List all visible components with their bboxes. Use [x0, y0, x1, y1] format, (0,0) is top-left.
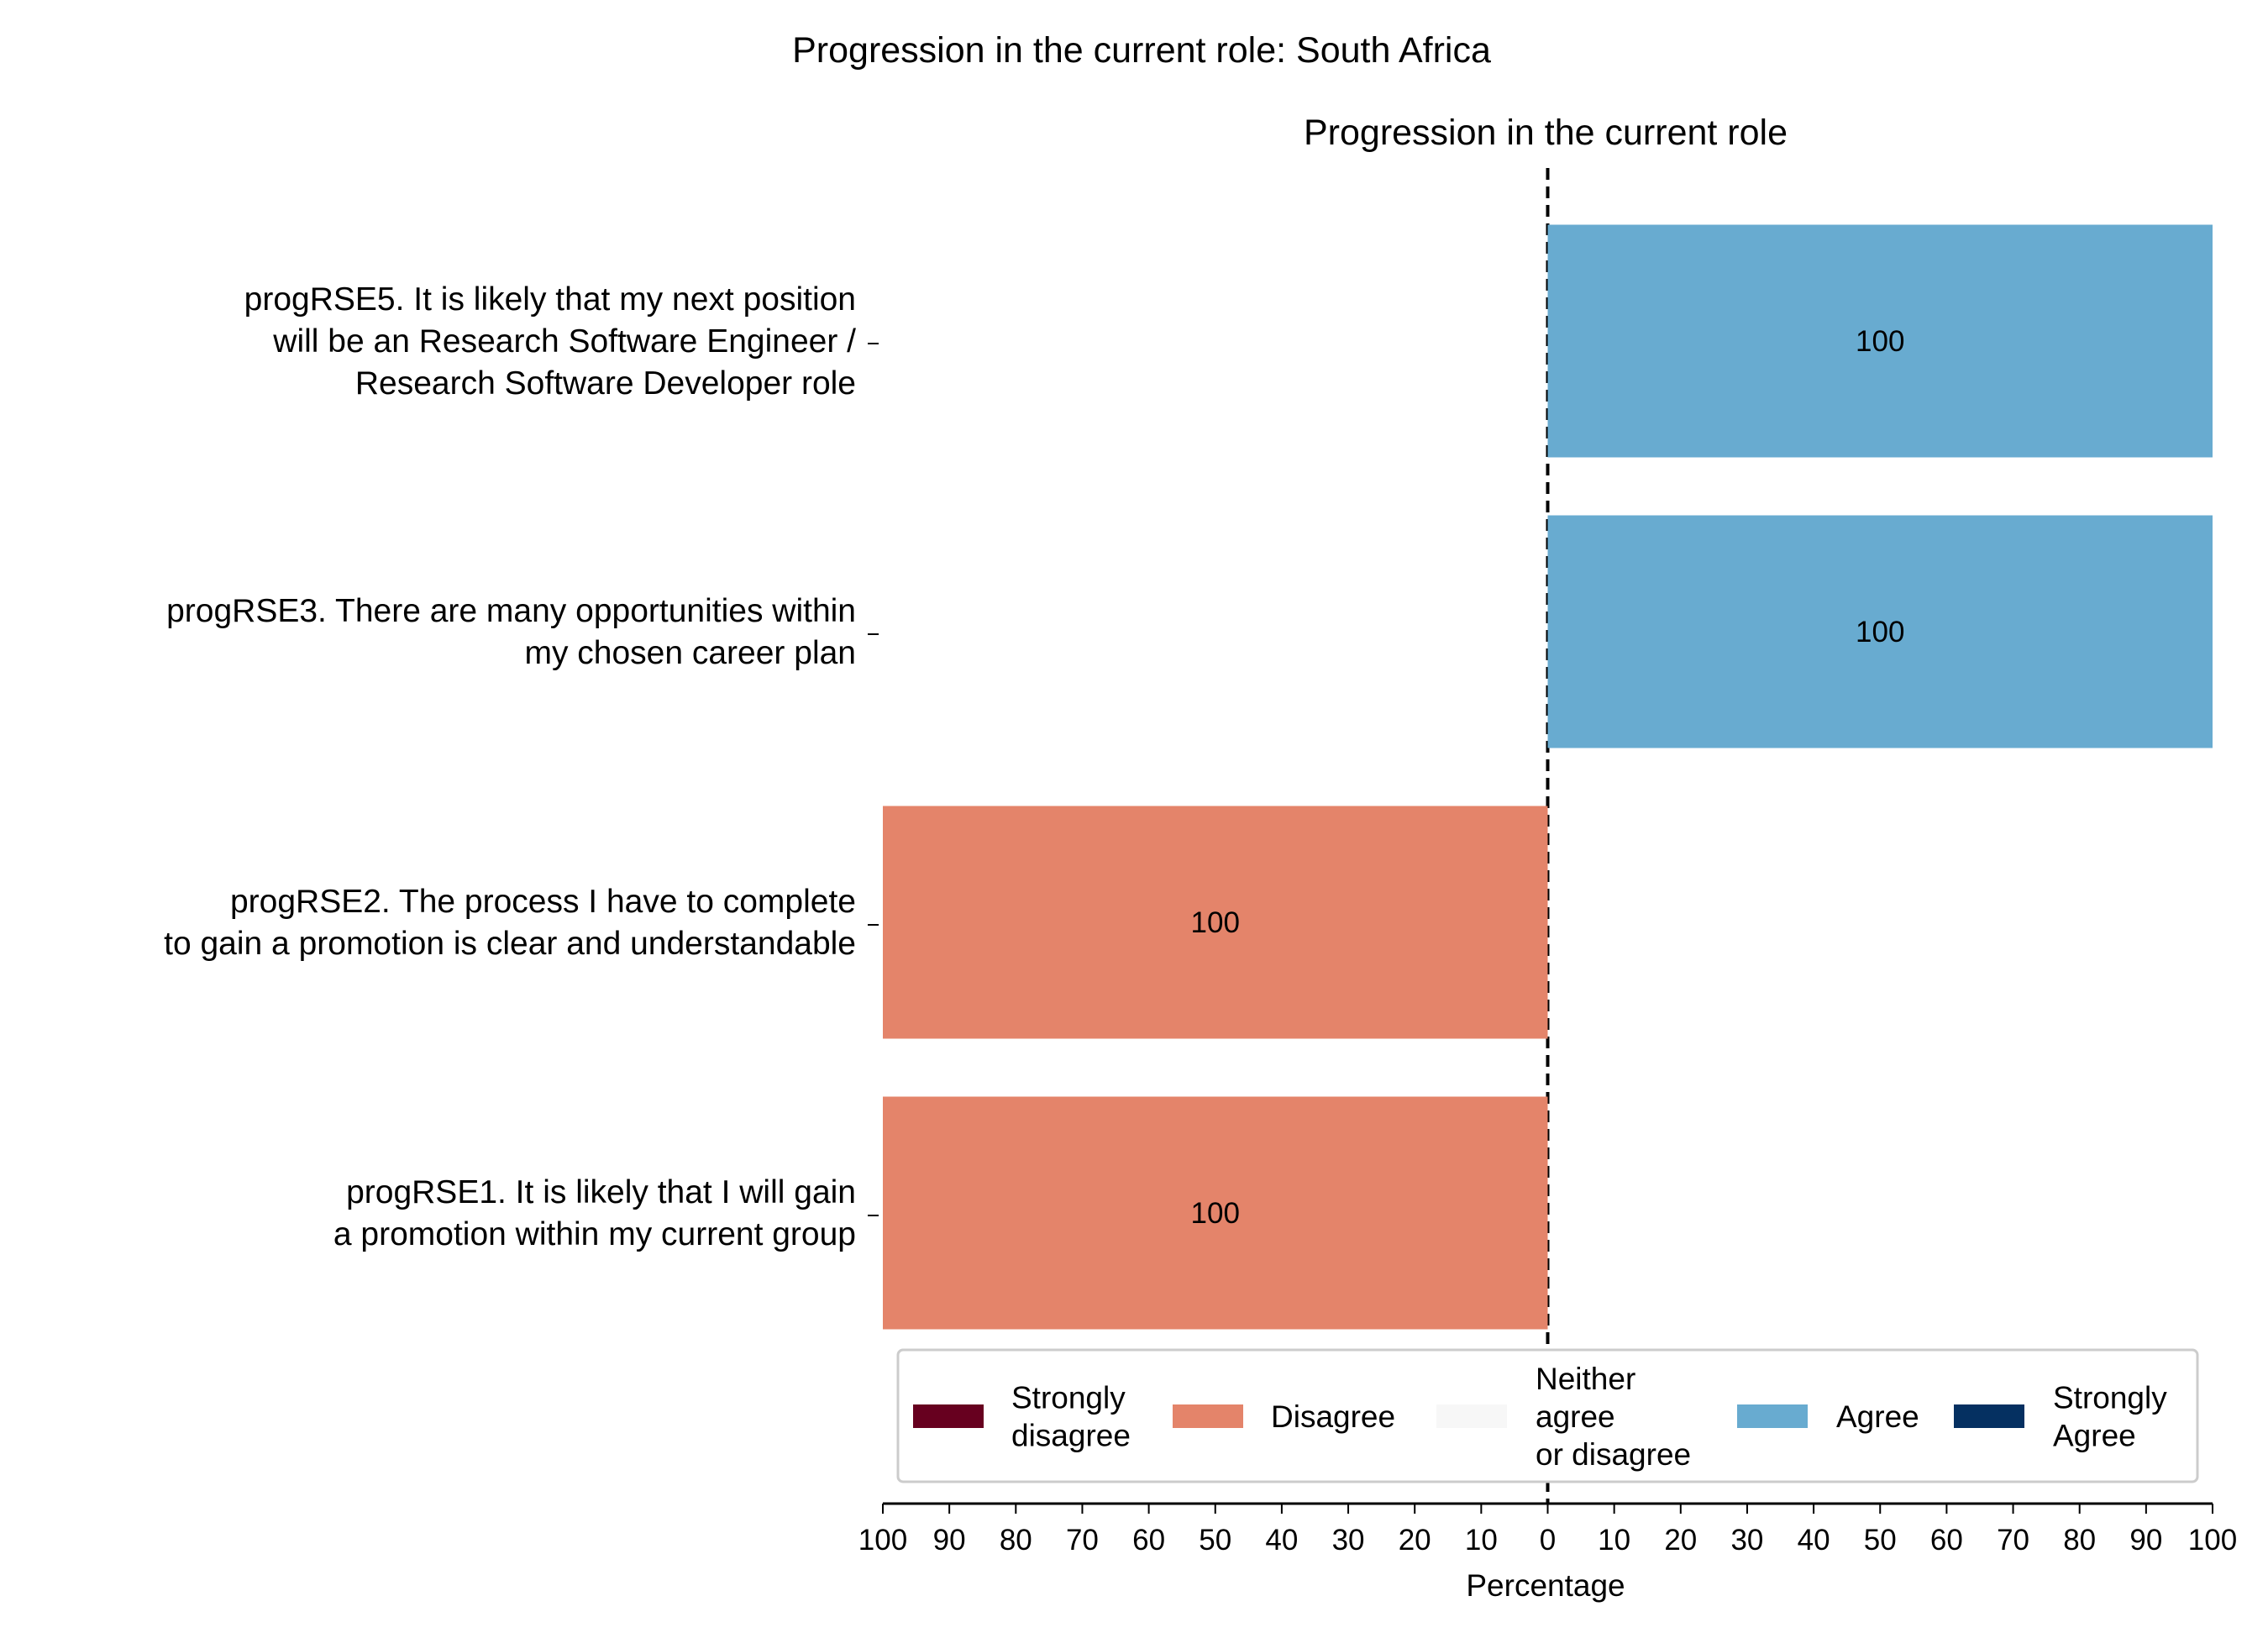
x-tick-label: 70: [1997, 1524, 2029, 1557]
y-category-label: Research Software Developer role: [355, 365, 856, 402]
legend-swatch-neither-agree-or-disagree: [1436, 1404, 1507, 1428]
x-tick-label: 30: [1730, 1524, 1763, 1557]
legend-label: disagree: [1011, 1419, 1131, 1453]
legend-box: [896, 1348, 2199, 1483]
legend-label: or disagree: [1536, 1437, 1691, 1472]
chart-title: Progression in the current role: [1304, 113, 1788, 153]
x-tick-label: 60: [1930, 1524, 1963, 1557]
legend-label: Disagree: [1271, 1399, 1395, 1434]
legend-label: Agree: [2053, 1419, 2136, 1453]
legend-label: Strongly: [2053, 1381, 2167, 1415]
y-category-label: to gain a promotion is clear and underst…: [164, 926, 856, 962]
y-category-label: progRSE2. The process I have to complete: [230, 884, 856, 920]
x-tick-label: 50: [1199, 1524, 1231, 1557]
x-tick-label: 20: [1399, 1524, 1431, 1557]
x-tick-label: 100: [858, 1524, 907, 1557]
x-tick-label: 60: [1132, 1524, 1165, 1557]
y-category-label: progRSE3. There are many opportunities w…: [166, 593, 856, 629]
bar-agree-0: [1547, 224, 2213, 458]
legend-swatch-strongly-disagree: [913, 1404, 984, 1428]
y-category-label: a promotion within my current group: [333, 1216, 856, 1252]
x-tick-label: 50: [1864, 1524, 1897, 1557]
bar-value-label: 100: [1191, 1197, 1240, 1230]
x-tick-label: 10: [1598, 1524, 1630, 1557]
x-tick-label: 10: [1465, 1524, 1498, 1557]
y-category-label: will be an Research Software Engineer /: [272, 323, 856, 360]
y-category-label: my chosen career plan: [524, 635, 856, 671]
bar-value-label: 100: [1856, 325, 1904, 358]
x-tick-label: 20: [1664, 1524, 1697, 1557]
x-tick-label: 80: [2063, 1524, 2096, 1557]
x-tick-label: 90: [933, 1524, 966, 1557]
bar-disagree-2: [883, 806, 1548, 1039]
chart-suptitle: Progression in the current role: South A…: [792, 30, 1491, 71]
x-tick-label: 40: [1265, 1524, 1298, 1557]
x-tick-label: 70: [1066, 1524, 1099, 1557]
x-tick-label: 90: [2129, 1524, 2162, 1557]
bar-value-label: 100: [1856, 616, 1904, 648]
legend-label: Agree: [1836, 1399, 1919, 1434]
legend-label: agree: [1536, 1399, 1615, 1434]
x-tick-label: 40: [1798, 1524, 1830, 1557]
bar-value-label: 100: [1191, 906, 1240, 939]
y-category-label: progRSE5. It is likely that my next posi…: [244, 281, 856, 318]
legend-label: Neither: [1536, 1362, 1635, 1396]
legend-swatch-strongly-agree: [1954, 1404, 2024, 1428]
x-tick-label: 100: [2188, 1524, 2237, 1557]
bar-disagree-3: [883, 1096, 1548, 1330]
legend-swatch-disagree: [1173, 1404, 1243, 1428]
x-tick-label: 80: [1000, 1524, 1032, 1557]
x-tick-label: 30: [1332, 1524, 1365, 1557]
x-axis-label: Percentage: [1466, 1568, 1625, 1603]
bar-agree-1: [1547, 515, 2213, 748]
legend-label: Strongly: [1011, 1381, 1126, 1415]
x-tick-label: 0: [1540, 1524, 1556, 1557]
legend-swatch-agree: [1737, 1404, 1808, 1428]
y-category-label: progRSE1. It is likely that I will gain: [346, 1174, 856, 1210]
